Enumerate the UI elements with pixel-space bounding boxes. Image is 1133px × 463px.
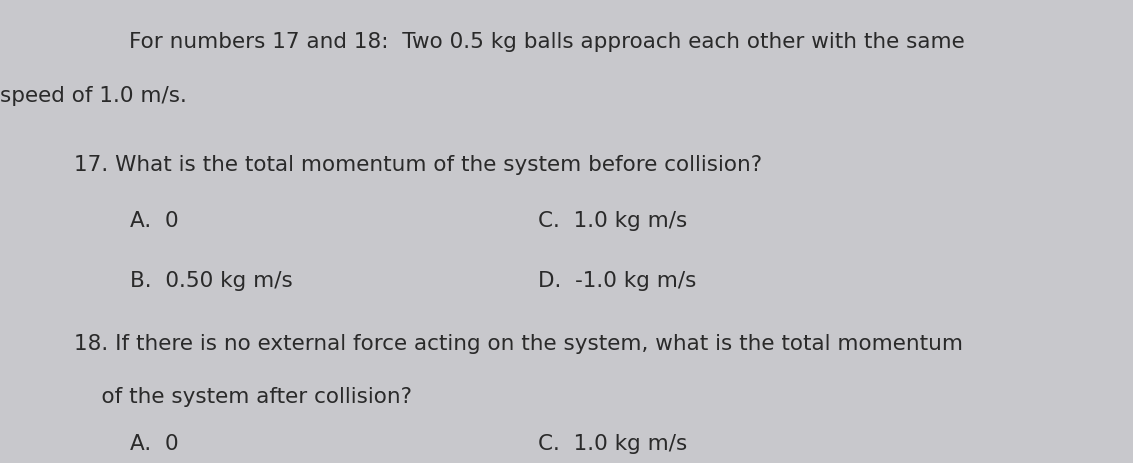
- Text: speed of 1.0 m/s.: speed of 1.0 m/s.: [0, 86, 187, 106]
- Text: A.  0: A. 0: [130, 433, 179, 453]
- Text: 18. If there is no external force acting on the system, what is the total moment: 18. If there is no external force acting…: [74, 333, 963, 353]
- Text: A.  0: A. 0: [130, 211, 179, 231]
- Text: 17. What is the total momentum of the system before collision?: 17. What is the total momentum of the sy…: [74, 155, 761, 175]
- Text: D.  -1.0 kg m/s: D. -1.0 kg m/s: [538, 271, 697, 291]
- Text: C.  1.0 kg m/s: C. 1.0 kg m/s: [538, 433, 688, 453]
- Text: of the system after collision?: of the system after collision?: [74, 387, 411, 407]
- Text: C.  1.0 kg m/s: C. 1.0 kg m/s: [538, 211, 688, 231]
- Text: For numbers 17 and 18:  Two 0.5 kg balls approach each other with the same: For numbers 17 and 18: Two 0.5 kg balls …: [74, 32, 964, 52]
- Text: B.  0.50 kg m/s: B. 0.50 kg m/s: [130, 271, 293, 291]
